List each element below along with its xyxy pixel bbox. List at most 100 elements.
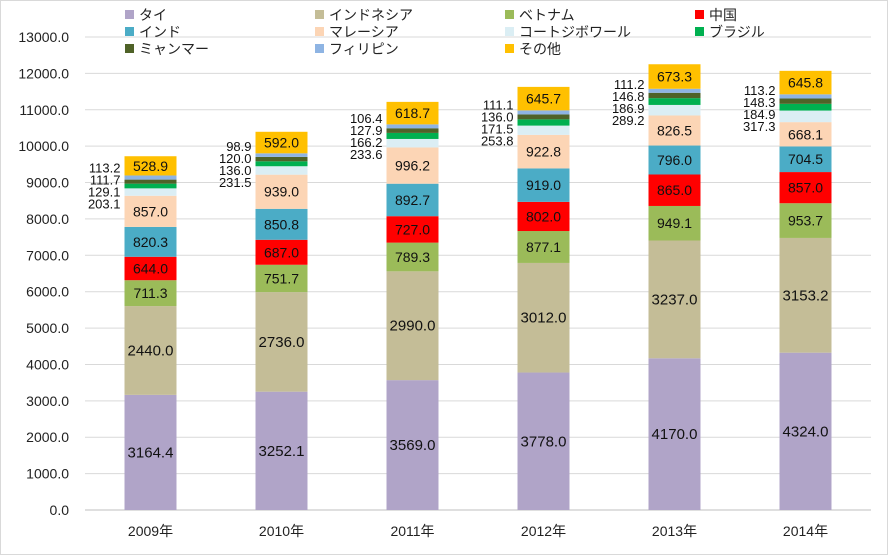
- segment-label: 645.8: [788, 75, 823, 91]
- bar-segment: [255, 239, 308, 265]
- legend-swatch: [315, 27, 324, 36]
- x-tick-label: 2009年: [128, 523, 173, 539]
- bar-segment: [648, 358, 701, 510]
- segment-label: 186.9: [612, 101, 645, 116]
- bar-segment: [648, 104, 701, 116]
- bar-segment: [779, 352, 832, 510]
- bar-segment: [779, 172, 832, 204]
- segment-label: 857.0: [133, 203, 168, 219]
- segment-label: 919.0: [526, 177, 561, 193]
- y-tick-label: 1000.0: [26, 466, 69, 482]
- bar-segment: [255, 208, 308, 240]
- bar-segment: [517, 114, 570, 120]
- legend-label: ミャンマー: [139, 41, 209, 58]
- bar-segment: [779, 237, 832, 353]
- segment-label: 892.7: [395, 192, 430, 208]
- segment-label: 949.1: [657, 215, 692, 231]
- bar-segment: [386, 242, 439, 272]
- bar-segment: [255, 292, 308, 392]
- bar-segment: [648, 92, 701, 99]
- bar-segment: [124, 256, 177, 281]
- segment-label: 789.3: [395, 249, 430, 265]
- segment-label: 289.2: [612, 113, 645, 128]
- segment-label: 618.7: [395, 105, 430, 121]
- bar-segment: [648, 98, 701, 105]
- bar-segment: [386, 124, 439, 129]
- segment-label: 113.2: [89, 161, 121, 176]
- legend-item: インド: [125, 23, 315, 41]
- legend-swatch: [315, 44, 324, 53]
- segment-label: 3012.0: [521, 310, 567, 327]
- legend-item: インドネシア: [315, 6, 505, 24]
- segment-label: 865.0: [657, 182, 692, 198]
- segment-label: 2736.0: [259, 334, 305, 351]
- segment-data-labels: 3164.4 2440.0 711.3 644.0 820.3 857.0 203.1129…: [88, 69, 828, 462]
- bar-segment: [779, 94, 832, 99]
- legend: タイ インドネシア ベトナム 中国インド マレーシア コートジボワール ブラジルミャンマー フ…: [125, 6, 865, 58]
- segment-label: 592.0: [264, 135, 299, 151]
- x-tick-label: 2014年: [783, 523, 828, 539]
- segment-label: 146.8: [612, 89, 645, 104]
- segment-label: 2990.0: [390, 318, 436, 335]
- bar-segment: [255, 391, 308, 510]
- segment-label: 203.1: [88, 197, 121, 212]
- legend-item: ミャンマー: [125, 40, 315, 58]
- segment-label: 704.5: [788, 151, 823, 167]
- legend-item: ベトナム: [505, 6, 695, 24]
- segment-label: 857.0: [788, 180, 823, 196]
- bar-segment: [124, 280, 177, 307]
- y-tick-label: 8000.0: [26, 211, 69, 227]
- bar-segment: [517, 372, 570, 510]
- segment-label: 645.7: [526, 91, 561, 107]
- bar-segment: [779, 110, 832, 123]
- legend-swatch: [695, 27, 704, 36]
- y-tick-label: 7000.0: [26, 247, 69, 263]
- segment-label: 751.7: [264, 270, 299, 286]
- legend-item: ブラジル: [695, 23, 865, 41]
- bar-segment: [517, 125, 570, 135]
- y-tick-label: 4000.0: [26, 356, 69, 372]
- segment-label: 796.0: [657, 152, 692, 168]
- legend-label: フィリピン: [329, 41, 399, 58]
- bar-segment: [386, 183, 439, 217]
- segment-label: 136.0: [219, 163, 252, 178]
- bar-segment: [124, 226, 177, 257]
- gridlines: [85, 36, 871, 511]
- bar-segment: [386, 138, 439, 148]
- legend-swatch: [315, 10, 324, 19]
- bar-segment: [517, 201, 570, 232]
- legend-label: その他: [519, 41, 561, 58]
- bar-segment: [386, 380, 439, 510]
- bar-segment: [779, 146, 832, 173]
- bar-segment: [386, 147, 439, 184]
- segment-label: 171.5: [481, 122, 514, 137]
- bar-segment: [779, 203, 832, 238]
- legend-label: コートジボワール: [519, 24, 631, 41]
- segment-label: 3153.2: [783, 287, 829, 304]
- bar-segment: [779, 70, 832, 95]
- y-axis-tick-labels: 0.0 1000.0 2000.0 3000.0 4000.0 5000.0 6000.0 7…: [18, 29, 69, 518]
- segment-label: 253.8: [481, 134, 514, 149]
- segment-label: 922.8: [526, 144, 561, 160]
- bar-segment: [779, 98, 832, 104]
- legend-label: ベトナム: [519, 7, 575, 24]
- bar-segment: [648, 64, 701, 89]
- legend-label: マレーシア: [329, 24, 399, 41]
- y-tick-label: 0.0: [50, 502, 70, 518]
- bar-segment: [124, 195, 177, 227]
- segment-label: 3778.0: [521, 433, 567, 450]
- legend-label: タイ: [139, 7, 167, 24]
- legend-item: 中国: [695, 6, 865, 24]
- bar-segment: [386, 271, 439, 381]
- bar-segment: [517, 134, 570, 169]
- y-tick-label: 5000.0: [26, 320, 69, 336]
- legend-swatch: [695, 10, 704, 19]
- bar-segment: [779, 103, 832, 111]
- segment-label: 317.3: [743, 119, 776, 134]
- y-tick-label: 10000.0: [18, 138, 69, 154]
- segment-label: 826.5: [657, 122, 692, 138]
- segment-label: 148.3: [743, 95, 776, 110]
- bar-segment: [124, 156, 177, 176]
- segment-label: 528.9: [133, 158, 168, 174]
